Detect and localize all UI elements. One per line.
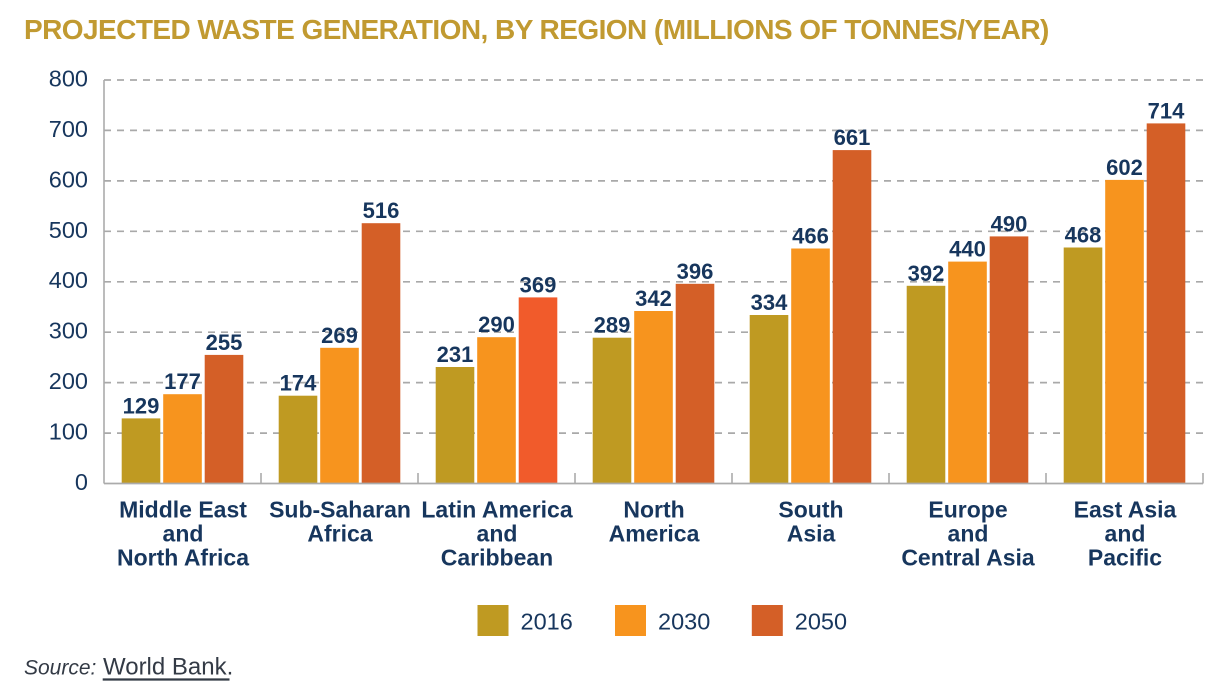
svg-text:Latin America: Latin America bbox=[421, 497, 572, 523]
svg-text:Sub-Saharan: Sub-Saharan bbox=[269, 497, 411, 523]
svg-text:177: 177 bbox=[164, 369, 201, 394]
svg-text:500: 500 bbox=[49, 217, 88, 243]
svg-text:100: 100 bbox=[49, 419, 88, 445]
svg-text:289: 289 bbox=[594, 313, 631, 338]
svg-text:2050: 2050 bbox=[795, 609, 847, 635]
svg-text:North Africa: North Africa bbox=[117, 545, 249, 571]
svg-text:468: 468 bbox=[1065, 223, 1102, 248]
svg-text:and: and bbox=[1105, 521, 1146, 547]
svg-text:North: North bbox=[623, 497, 684, 523]
svg-text:290: 290 bbox=[478, 312, 515, 337]
svg-text:2030: 2030 bbox=[658, 609, 710, 635]
svg-text:396: 396 bbox=[677, 259, 714, 284]
svg-text:490: 490 bbox=[991, 211, 1028, 236]
svg-text:Europe: Europe bbox=[928, 497, 1007, 523]
svg-text:Middle East: Middle East bbox=[119, 497, 247, 523]
svg-text:Source:: Source: bbox=[24, 657, 96, 680]
svg-text:334: 334 bbox=[751, 290, 788, 315]
svg-text:231: 231 bbox=[437, 342, 474, 367]
svg-text:516: 516 bbox=[363, 198, 400, 223]
svg-text:0: 0 bbox=[75, 469, 88, 495]
svg-text:America: America bbox=[609, 521, 700, 547]
svg-text:255: 255 bbox=[206, 330, 243, 355]
svg-text:Caribbean: Caribbean bbox=[441, 545, 553, 571]
svg-text:400: 400 bbox=[49, 267, 88, 293]
svg-text:and: and bbox=[948, 521, 989, 547]
svg-text:2016: 2016 bbox=[521, 609, 573, 635]
svg-text:and: and bbox=[163, 521, 204, 547]
svg-text:Asia: Asia bbox=[787, 521, 836, 547]
svg-text:300: 300 bbox=[49, 318, 88, 344]
svg-text:Pacific: Pacific bbox=[1088, 545, 1162, 571]
svg-text:Africa: Africa bbox=[307, 521, 372, 547]
svg-text:466: 466 bbox=[792, 224, 829, 249]
svg-text:800: 800 bbox=[49, 66, 88, 92]
svg-text:440: 440 bbox=[949, 237, 986, 262]
svg-text:342: 342 bbox=[635, 286, 672, 311]
svg-text:369: 369 bbox=[520, 272, 557, 297]
svg-text:and: and bbox=[477, 521, 518, 547]
svg-text:700: 700 bbox=[49, 116, 88, 142]
svg-text:East Asia: East Asia bbox=[1074, 497, 1177, 523]
svg-text:South: South bbox=[778, 497, 843, 523]
svg-text:129: 129 bbox=[123, 393, 160, 418]
svg-text:269: 269 bbox=[321, 323, 358, 348]
svg-text:714: 714 bbox=[1148, 98, 1185, 123]
svg-text:661: 661 bbox=[834, 125, 871, 150]
svg-text:174: 174 bbox=[280, 371, 317, 396]
svg-text:200: 200 bbox=[49, 368, 88, 394]
svg-text:600: 600 bbox=[49, 166, 88, 192]
svg-text:392: 392 bbox=[908, 261, 945, 286]
svg-text:Central Asia: Central Asia bbox=[901, 545, 1035, 571]
svg-text:World Bank.: World Bank. bbox=[103, 654, 233, 681]
svg-text:602: 602 bbox=[1106, 155, 1143, 180]
